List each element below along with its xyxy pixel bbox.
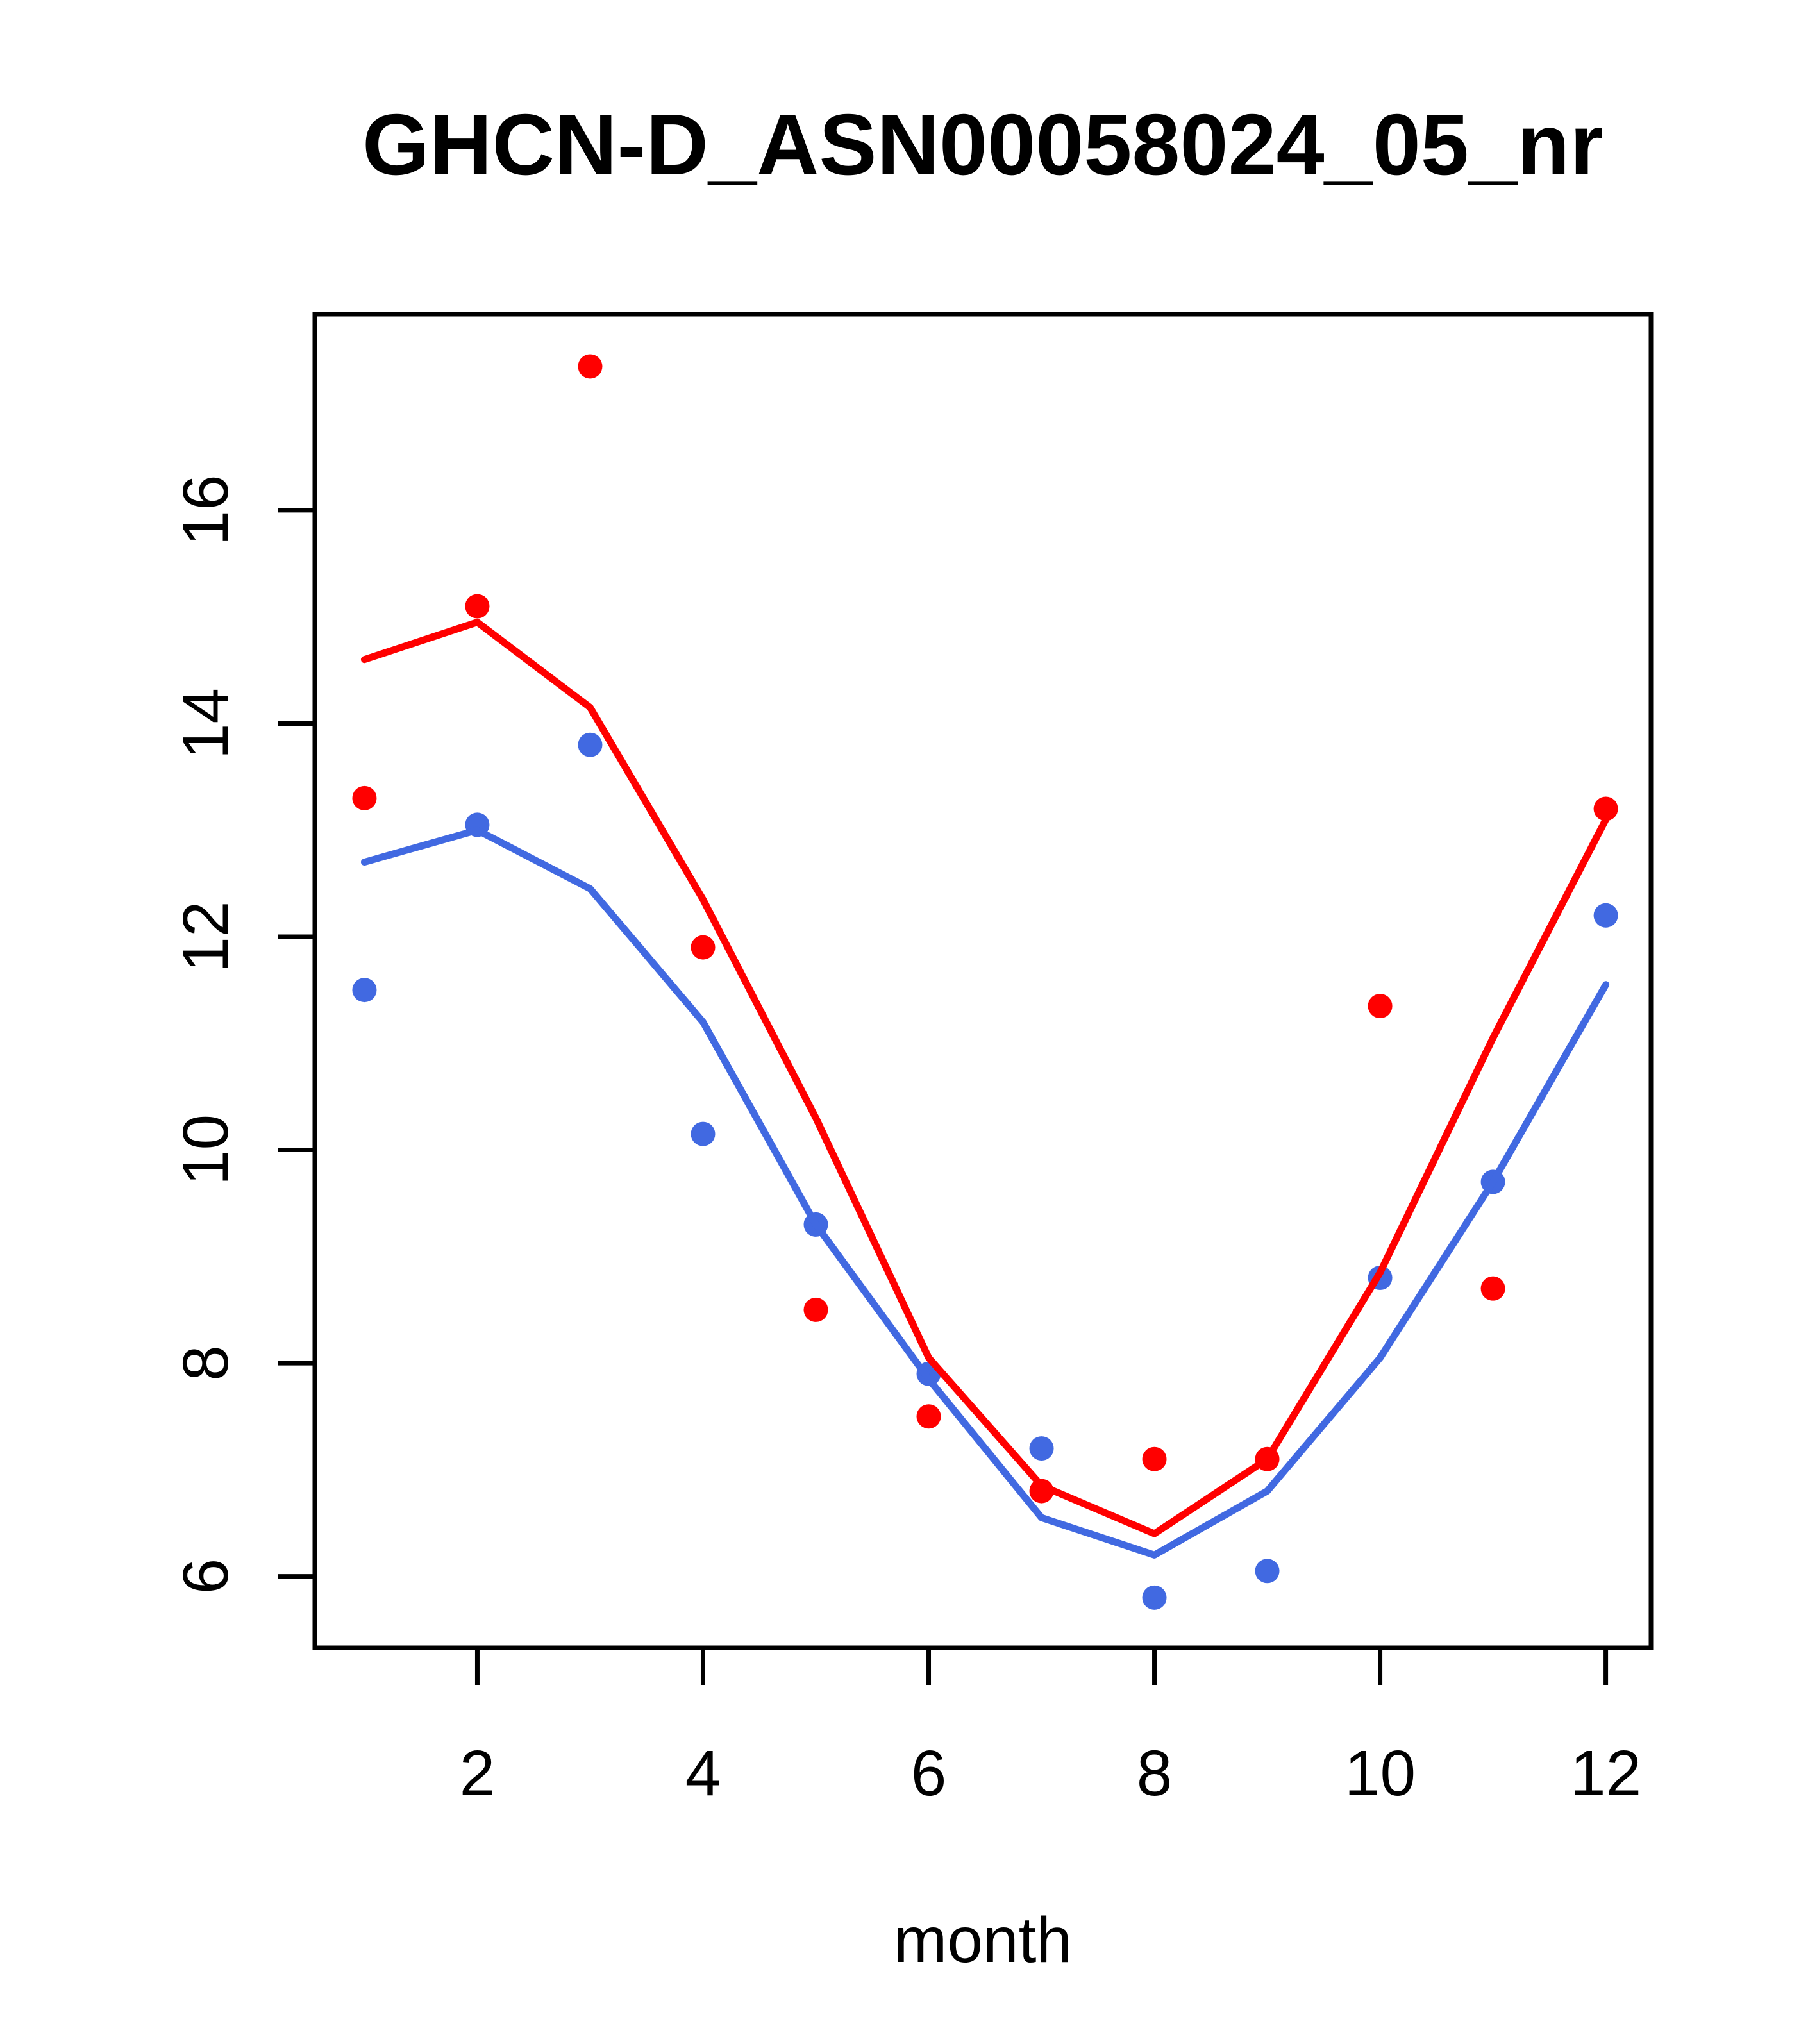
data-point-blue-points (1255, 1559, 1280, 1584)
y-tick-label: 14 (170, 688, 242, 759)
data-point-red-points (1368, 994, 1393, 1019)
data-point-red-points (691, 935, 716, 960)
data-point-red-points (916, 1404, 941, 1429)
blue-fit-line (360, 826, 1610, 1559)
data-point-red-points (1480, 1276, 1505, 1301)
data-point-red-points (1142, 1446, 1167, 1471)
data-point-red-points (1593, 796, 1618, 821)
data-point-blue-points (578, 732, 603, 757)
y-tick-label: 10 (170, 1114, 242, 1185)
data-point-red-points (578, 354, 603, 379)
x-axis-title: month (894, 1904, 1072, 1976)
data-point-red-points (352, 785, 377, 810)
data-point-blue-points (1029, 1436, 1054, 1461)
plot-marks (352, 354, 1618, 1610)
chart-title: GHCN-D_ASN00058024_05_nr (362, 96, 1603, 193)
x-tick-label: 4 (685, 1738, 721, 1809)
data-point-blue-points (1142, 1585, 1167, 1610)
axes: 2 4 6 8 10 12 6 8 10 12 14 16 (170, 474, 1641, 1809)
data-point-red-points (803, 1297, 828, 1322)
x-tick-label: 2 (460, 1738, 496, 1809)
red-fit-line (360, 619, 1610, 1537)
x-tick-label: 12 (1570, 1738, 1641, 1809)
y-tick-label: 16 (170, 474, 242, 546)
data-point-blue-points (352, 978, 377, 1003)
y-tick-label: 8 (170, 1345, 242, 1381)
y-tick-label: 12 (170, 901, 242, 972)
data-point-red-points (465, 594, 490, 619)
x-tick-label: 6 (911, 1738, 947, 1809)
y-tick-label: 6 (170, 1559, 242, 1595)
x-tick-label: 10 (1344, 1738, 1416, 1809)
data-point-blue-points (1593, 903, 1618, 928)
data-point-blue-points (691, 1121, 716, 1146)
x-tick-label: 8 (1137, 1738, 1173, 1809)
plot-border (312, 312, 1654, 1650)
